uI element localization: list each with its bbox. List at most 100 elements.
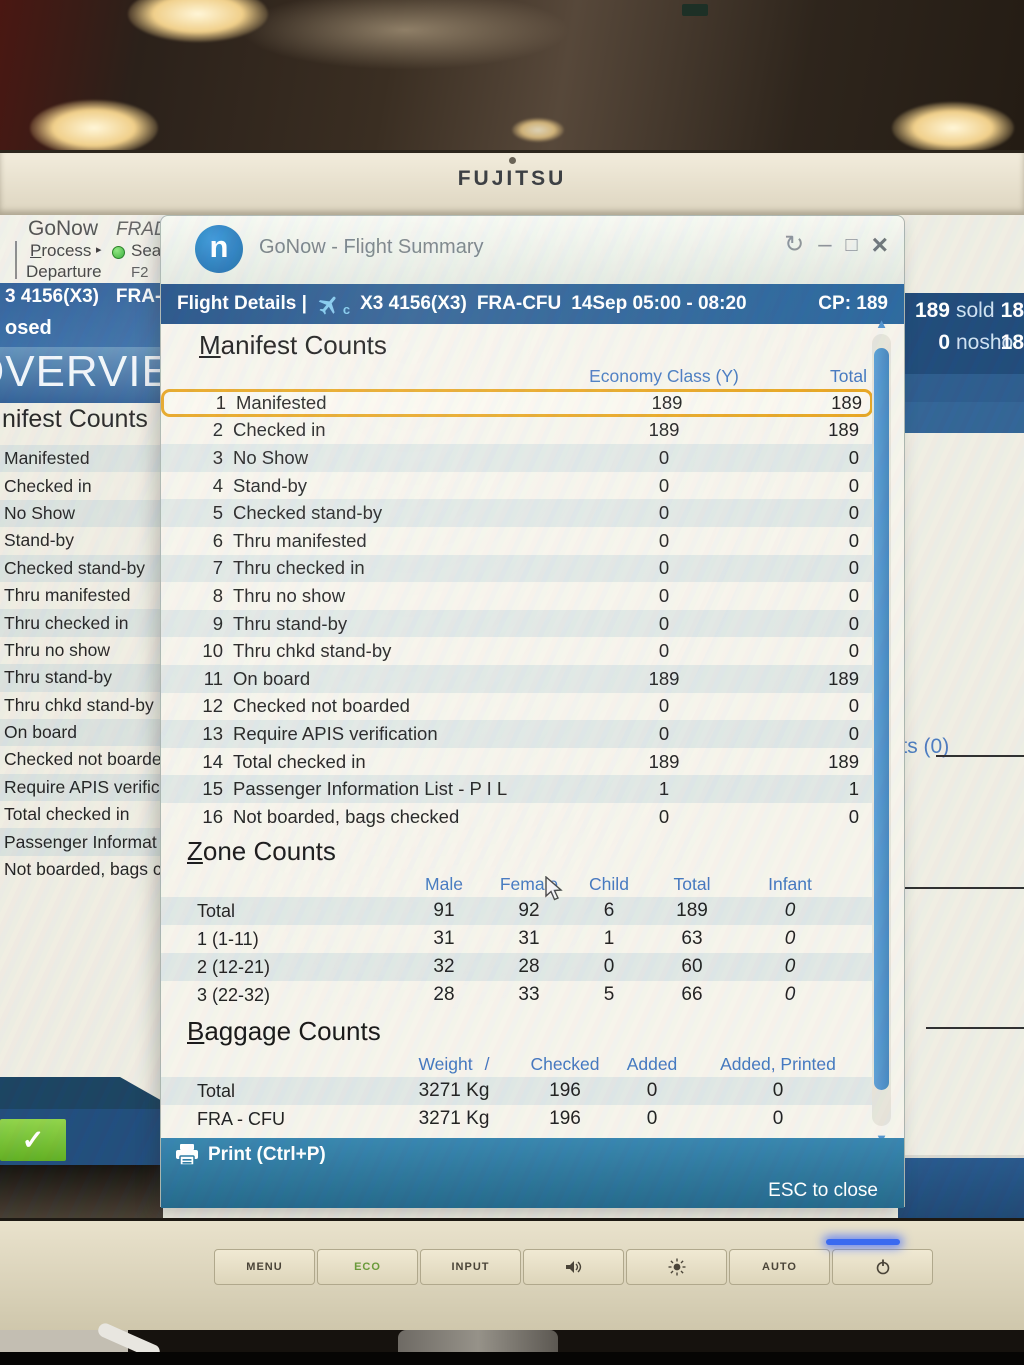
- row-number: 6: [212, 529, 223, 551]
- row-label: Thru checked in: [233, 557, 365, 579]
- female-value: 33: [518, 984, 540, 1005]
- confirm-check-button[interactable]: ✓: [0, 1119, 66, 1161]
- manifest-row[interactable]: 2 Checked in 189 189: [161, 417, 873, 445]
- manifest-row[interactable]: 16 Not boarded, bags checked 0 0: [161, 803, 873, 831]
- refresh-icon[interactable]: ↻: [784, 231, 805, 258]
- left-panel-list-item: Thru stand-by: [0, 664, 178, 692]
- flight-summary-dialog: n GoNow - Flight Summary ↻ – □ × Flight …: [160, 215, 905, 1208]
- separator-line: [936, 755, 1024, 757]
- zone-label: 3 (22-32): [197, 984, 271, 1005]
- left-panel-list: Manifested Checked in No Show Stand-by C…: [0, 445, 178, 883]
- manifest-row[interactable]: 5 Checked stand-by 0 0: [161, 499, 873, 527]
- ceiling-light: [512, 118, 564, 142]
- row-label: Checked stand-by: [233, 502, 383, 524]
- dialog-titlebar: n GoNow - Flight Summary ↻ – □ ×: [161, 216, 904, 284]
- row-number: 14: [202, 750, 223, 772]
- monitor-auto-button: AUTO: [729, 1249, 830, 1285]
- dialog-content: Manifest Counts Economy Class (Y) Total …: [161, 324, 904, 1138]
- close-icon[interactable]: ×: [871, 229, 888, 260]
- left-panel-list-item: Total checked in: [4, 804, 130, 825]
- manifest-row[interactable]: 7 Thru checked in 0 0: [161, 554, 873, 583]
- manifest-row[interactable]: 1 Manifested 189 189: [161, 389, 873, 417]
- left-panel-list-item: Checked not boarde: [4, 749, 162, 770]
- manifest-row[interactable]: 11 On board 189 189: [161, 664, 873, 693]
- row-number: 12: [202, 695, 223, 717]
- manifest-section: Manifest Counts Economy Class (Y) Total …: [161, 330, 873, 831]
- row-label: Passenger Information List - P I L: [233, 778, 508, 800]
- economy-value: 189: [651, 392, 683, 413]
- ceiling-vent: [682, 4, 708, 16]
- flight-details-label: Flight Details |: [177, 293, 307, 314]
- row-label: Thru manifested: [233, 529, 367, 551]
- menu-item-process[interactable]: Process: [30, 241, 92, 260]
- added-value: 0: [646, 1108, 658, 1129]
- infant-value: 0: [784, 984, 796, 1005]
- background-flight-bar: 3 4156(X3) FRA-C osed: [0, 283, 178, 347]
- economy-value: 0: [658, 474, 670, 496]
- left-panel-title-fragment: nifest Counts: [2, 405, 148, 433]
- row-label: Checked in: [233, 419, 326, 441]
- child-value: 6: [603, 900, 615, 921]
- search-shortcut-key: F2: [131, 264, 149, 281]
- manifest-row[interactable]: 10 Thru chkd stand-by 0 0: [161, 637, 873, 665]
- checkmark-icon: ✓: [21, 1124, 45, 1155]
- monitor-brightness-button: [626, 1249, 727, 1285]
- app-name: GoNow: [28, 217, 99, 240]
- male-value: 91: [433, 900, 455, 921]
- minimize-icon[interactable]: –: [818, 231, 832, 258]
- total-value: 0: [848, 529, 859, 551]
- menu-divider: [15, 241, 17, 279]
- total-value: 63: [681, 928, 703, 949]
- status-green-dot-icon: [112, 246, 125, 259]
- sold-count: 189: [914, 299, 950, 322]
- monitor-eco-button: ECO: [317, 1249, 418, 1285]
- manifest-row[interactable]: 6 Thru manifested 0 0: [161, 527, 873, 555]
- row-number: 7: [212, 557, 223, 579]
- female-column-header: Female: [499, 873, 559, 894]
- baggage-label: Total: [197, 1080, 236, 1101]
- dialog-footer: Print (Ctrl+P) ESC to close: [161, 1138, 904, 1208]
- economy-value: 0: [658, 529, 670, 551]
- economy-value: 0: [658, 640, 670, 662]
- left-panel-list-item: Not boarded, bags c: [4, 859, 162, 880]
- scroll-up-icon[interactable]: ▲: [875, 316, 888, 331]
- manifest-row[interactable]: 14 Total checked in 189 189: [161, 748, 873, 776]
- total-value: 189: [828, 750, 859, 772]
- manifest-row[interactable]: 15 Passenger Information List - P I L 1 …: [161, 775, 873, 803]
- male-value: 28: [433, 984, 455, 1005]
- manifest-row[interactable]: 4 Stand-by 0 0: [161, 472, 873, 500]
- overview-banner: OVERVIE: [0, 347, 178, 403]
- total-value: 189: [831, 392, 862, 413]
- checked-value: 196: [549, 1080, 581, 1101]
- zone-label: Total: [197, 900, 236, 921]
- dialog-scrollbar[interactable]: ▲ ▼: [872, 316, 891, 1146]
- row-label: Thru chkd stand-by: [233, 640, 392, 662]
- row-label: Total checked in: [233, 750, 366, 772]
- total-value: 189: [676, 900, 708, 921]
- print-button[interactable]: Print (Ctrl+P): [175, 1144, 326, 1166]
- manifest-row[interactable]: 8 Thru no show 0 0: [161, 582, 873, 610]
- maximize-icon[interactable]: □: [845, 234, 858, 256]
- photo-bottom-edge: [0, 1352, 1024, 1365]
- menu-item-departure[interactable]: Departure: [26, 262, 102, 281]
- total-value: 0: [848, 474, 859, 496]
- zone-row: 2 (12-21) 32 28 0 60 0: [161, 953, 873, 981]
- zone-row: 1 (1-11) 31 31 1 63 0: [161, 925, 873, 953]
- scrollbar-thumb[interactable]: [874, 348, 889, 1090]
- manifest-row[interactable]: 12 Checked not boarded 0 0: [161, 693, 873, 721]
- economy-value: 0: [658, 695, 670, 717]
- economy-value: 189: [648, 419, 680, 441]
- manifest-row[interactable]: 9 Thru stand-by 0 0: [161, 609, 873, 638]
- left-panel-list-item: Thru chkd stand-by: [4, 694, 154, 715]
- added-column-header: Added: [626, 1053, 678, 1074]
- baggage-row: Total 3271 Kg 196 0 0: [161, 1077, 873, 1105]
- right-bottom-panel: [898, 1155, 1024, 1218]
- left-panel-list-item: Checked stand-by: [0, 554, 178, 582]
- left-panel-list-item: On board: [0, 718, 178, 747]
- mouse-cursor: [545, 876, 563, 901]
- nosho-count: 0: [938, 331, 950, 354]
- manifest-row[interactable]: 3 No Show 0 0: [161, 444, 873, 472]
- row-number: 4: [212, 474, 223, 496]
- ceiling-light: [892, 102, 1014, 154]
- manifest-row[interactable]: 13 Require APIS verification 0 0: [161, 720, 873, 748]
